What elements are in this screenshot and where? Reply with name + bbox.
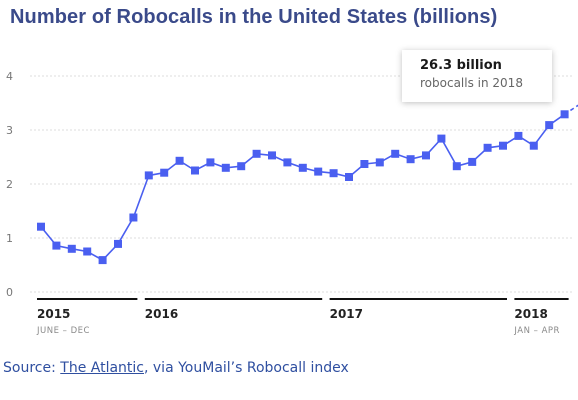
data-point-15 (268, 151, 276, 160)
data-point-34 (560, 110, 569, 119)
annotation-callout: 26.3 billion robocalls in 2018 (402, 50, 552, 102)
y-tick-label-2: 2 (6, 178, 13, 191)
data-point-1 (52, 241, 61, 250)
data-point-17 (298, 163, 307, 172)
source-line: Source: The Atlantic, via YouMail’s Robo… (3, 360, 349, 376)
data-point-11 (206, 158, 215, 167)
data-point-6 (129, 213, 138, 222)
data-point-22 (375, 158, 384, 167)
data-point-19 (329, 169, 338, 178)
data-point-29 (483, 143, 492, 152)
data-point-20 (345, 173, 353, 181)
data-point-33 (545, 121, 554, 130)
data-point-14 (252, 149, 261, 158)
data-point-10 (191, 166, 199, 175)
data-point-5 (114, 239, 122, 248)
y-tick-label-0: 0 (6, 286, 13, 299)
x-axis-year-groups: 2015 JUNE – DEC 2016 2017 2018 JAN – APR (36, 298, 569, 336)
data-point-7 (144, 171, 153, 180)
source-prefix: Source: (3, 360, 61, 376)
data-point-27 (452, 162, 461, 171)
y-tick-label-4: 4 (6, 70, 13, 83)
data-point-24 (406, 155, 415, 164)
data-point-23 (391, 149, 400, 158)
year-label-2015: 2015 (37, 307, 70, 321)
year-label-2016: 2016 (145, 307, 178, 321)
robocalls-series (37, 104, 578, 265)
data-point-13 (237, 162, 246, 171)
data-point-18 (314, 167, 323, 176)
data-point-9 (175, 156, 184, 165)
data-point-12 (221, 163, 230, 172)
data-point-26 (437, 134, 446, 143)
y-axis-tick-labels: 0 1 2 3 4 (6, 70, 13, 299)
chart-title: Number of Robocalls in the United States… (10, 6, 498, 28)
data-point-31 (514, 131, 523, 140)
data-point-2 (67, 244, 76, 253)
data-point-3 (83, 247, 92, 256)
range-label-2018: JAN – APR (513, 326, 560, 336)
y-tick-label-3: 3 (6, 124, 13, 137)
data-point-4 (98, 256, 107, 265)
year-label-2018: 2018 (514, 307, 547, 321)
annotation-value: 26.3 billion (420, 58, 502, 73)
gridlines (30, 75, 572, 293)
data-point-21 (360, 160, 369, 168)
data-point-16 (283, 158, 292, 167)
data-point-32 (529, 141, 538, 150)
data-point-30 (499, 141, 507, 150)
annotation-text: robocalls in 2018 (420, 76, 523, 90)
data-point-25 (422, 151, 430, 160)
range-label-2015: JUNE – DEC (36, 326, 90, 336)
source-suffix: , via YouMail’s Robocall index (144, 360, 349, 376)
line-chart: 0 1 2 3 4 2015 JUNE – DEC 2016 2017 2018 JAN – AP… (6, 70, 578, 336)
data-point-0 (37, 222, 45, 231)
data-point-8 (160, 168, 169, 177)
source-link-the-atlantic[interactable]: The Atlantic (60, 360, 144, 376)
data-point-28 (468, 157, 477, 166)
y-tick-label-1: 1 (6, 232, 13, 245)
year-label-2017: 2017 (330, 307, 363, 321)
